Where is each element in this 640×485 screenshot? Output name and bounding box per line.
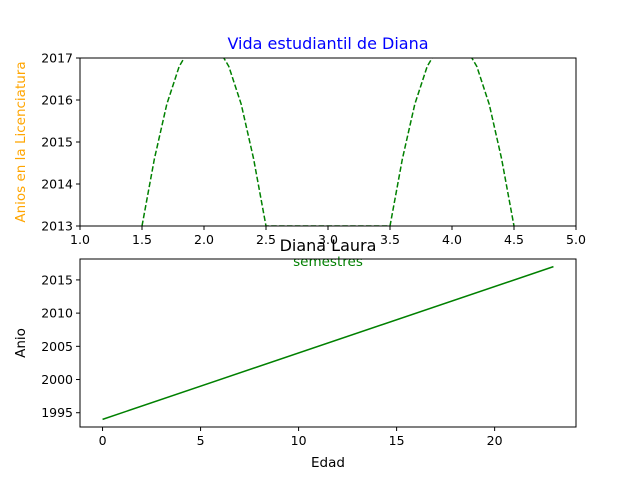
chart-bottom-y-tick-label: 2010 <box>41 306 73 321</box>
chart-bottom-x-tick-label: 20 <box>487 433 503 448</box>
chart-bottom-y-tick-label: 1995 <box>41 405 73 420</box>
chart-top-x-axis-label: semestres <box>293 254 363 270</box>
chart-bottom-x-tick-label: 5 <box>197 433 205 448</box>
chart-bottom-x-axis-label: Edad <box>311 455 345 471</box>
chart-bottom-x-tick-label: 0 <box>99 433 107 448</box>
chart-top: 1.0 1.5 2.0 2.5 3.0 3.5 4.0 4.5 5.0 2013 2014 2015 2… <box>13 34 586 270</box>
chart-top-y-tick-label: 2014 <box>41 177 73 192</box>
chart-top-x-tick-label: 3.5 <box>380 232 400 247</box>
chart-top-series-line-0 <box>141 58 515 226</box>
chart-bottom-y-axis-label: Anio <box>13 328 29 358</box>
chart-top-x-tick-label: 4.5 <box>504 232 524 247</box>
chart-top-y-tick-label: 2016 <box>41 93 73 108</box>
chart-bottom-plot-frame <box>79 258 577 428</box>
chart-top-x-tick-label: 5.0 <box>566 232 586 247</box>
chart-bottom-y-tick-label: 2005 <box>41 339 73 354</box>
chart-top-title: Vida estudiantil de Diana <box>227 34 428 53</box>
chart-top-y-tick-label: 2015 <box>41 135 73 150</box>
chart-top-x-tick-label: 3.0 <box>318 232 338 247</box>
chart-top-y-axis-label: Anios en la Licenciatura <box>13 61 29 222</box>
chart-top-x-tick-label: 1.0 <box>70 232 90 247</box>
chart-bottom-x-tick-label: 10 <box>291 433 307 448</box>
chart-top-x-tick-label: 2.0 <box>194 232 214 247</box>
chart-top-y-tick-label: 2013 <box>41 219 73 234</box>
chart-bottom-x-tick-label: 15 <box>389 433 405 448</box>
chart-top-x-tick-label: 4.0 <box>442 232 462 247</box>
chart-bottom-title: Diana Laura <box>280 236 377 255</box>
chart-top-x-tick-label: 2.5 <box>256 232 276 247</box>
chart-top-x-tick-label: 1.5 <box>132 232 152 247</box>
chart-bottom: 0 5 10 15 20 1995 2000 2005 2010 2015 Diana Laura E… <box>13 236 577 471</box>
chart-bottom-y-tick-label: 2015 <box>41 272 73 287</box>
chart-bottom-y-tick-label: 2000 <box>41 372 73 387</box>
chart-bottom-series-line-0 <box>102 265 554 421</box>
chart-top-y-tick-label: 2017 <box>41 51 73 66</box>
